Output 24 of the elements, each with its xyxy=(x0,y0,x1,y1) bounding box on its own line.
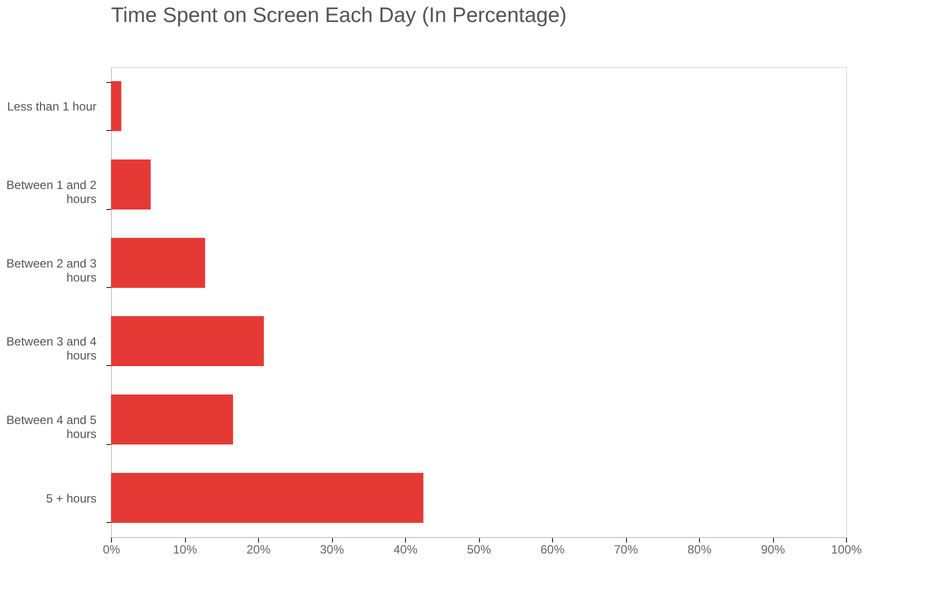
bar xyxy=(111,81,122,132)
x-tick-label: 100% xyxy=(831,542,862,556)
x-tick-label: 40% xyxy=(393,542,418,556)
x-tick-label: 10% xyxy=(172,542,198,556)
y-tick-label: Between 2 and 3 hours xyxy=(6,256,97,284)
bar xyxy=(111,160,151,210)
x-tick-label: 70% xyxy=(614,542,638,556)
y-tick-label: Between 1 and 2 hours xyxy=(6,178,97,206)
x-tick-label: 0% xyxy=(102,542,120,556)
y-tick-label: 5 + hours xyxy=(46,491,96,506)
bar xyxy=(111,238,206,288)
x-tick-label: 60% xyxy=(540,542,565,556)
x-tick-label: 90% xyxy=(760,542,786,556)
x-tick-label: 80% xyxy=(687,542,712,556)
chart-title: Time Spent on Screen Each Day (In Percentage) xyxy=(111,4,567,27)
bar xyxy=(111,316,264,366)
x-tick-label: 50% xyxy=(466,542,492,556)
y-tick-label: Between 3 and 4 hours xyxy=(6,334,97,363)
y-tick-label: Less than 1 hour xyxy=(7,100,96,114)
y-tick-label: Between 4 and 5 hours xyxy=(6,413,97,441)
x-tick-label: 20% xyxy=(246,542,271,556)
x-tick-label: 30% xyxy=(320,542,344,556)
bar xyxy=(111,472,424,523)
bar xyxy=(111,394,234,444)
